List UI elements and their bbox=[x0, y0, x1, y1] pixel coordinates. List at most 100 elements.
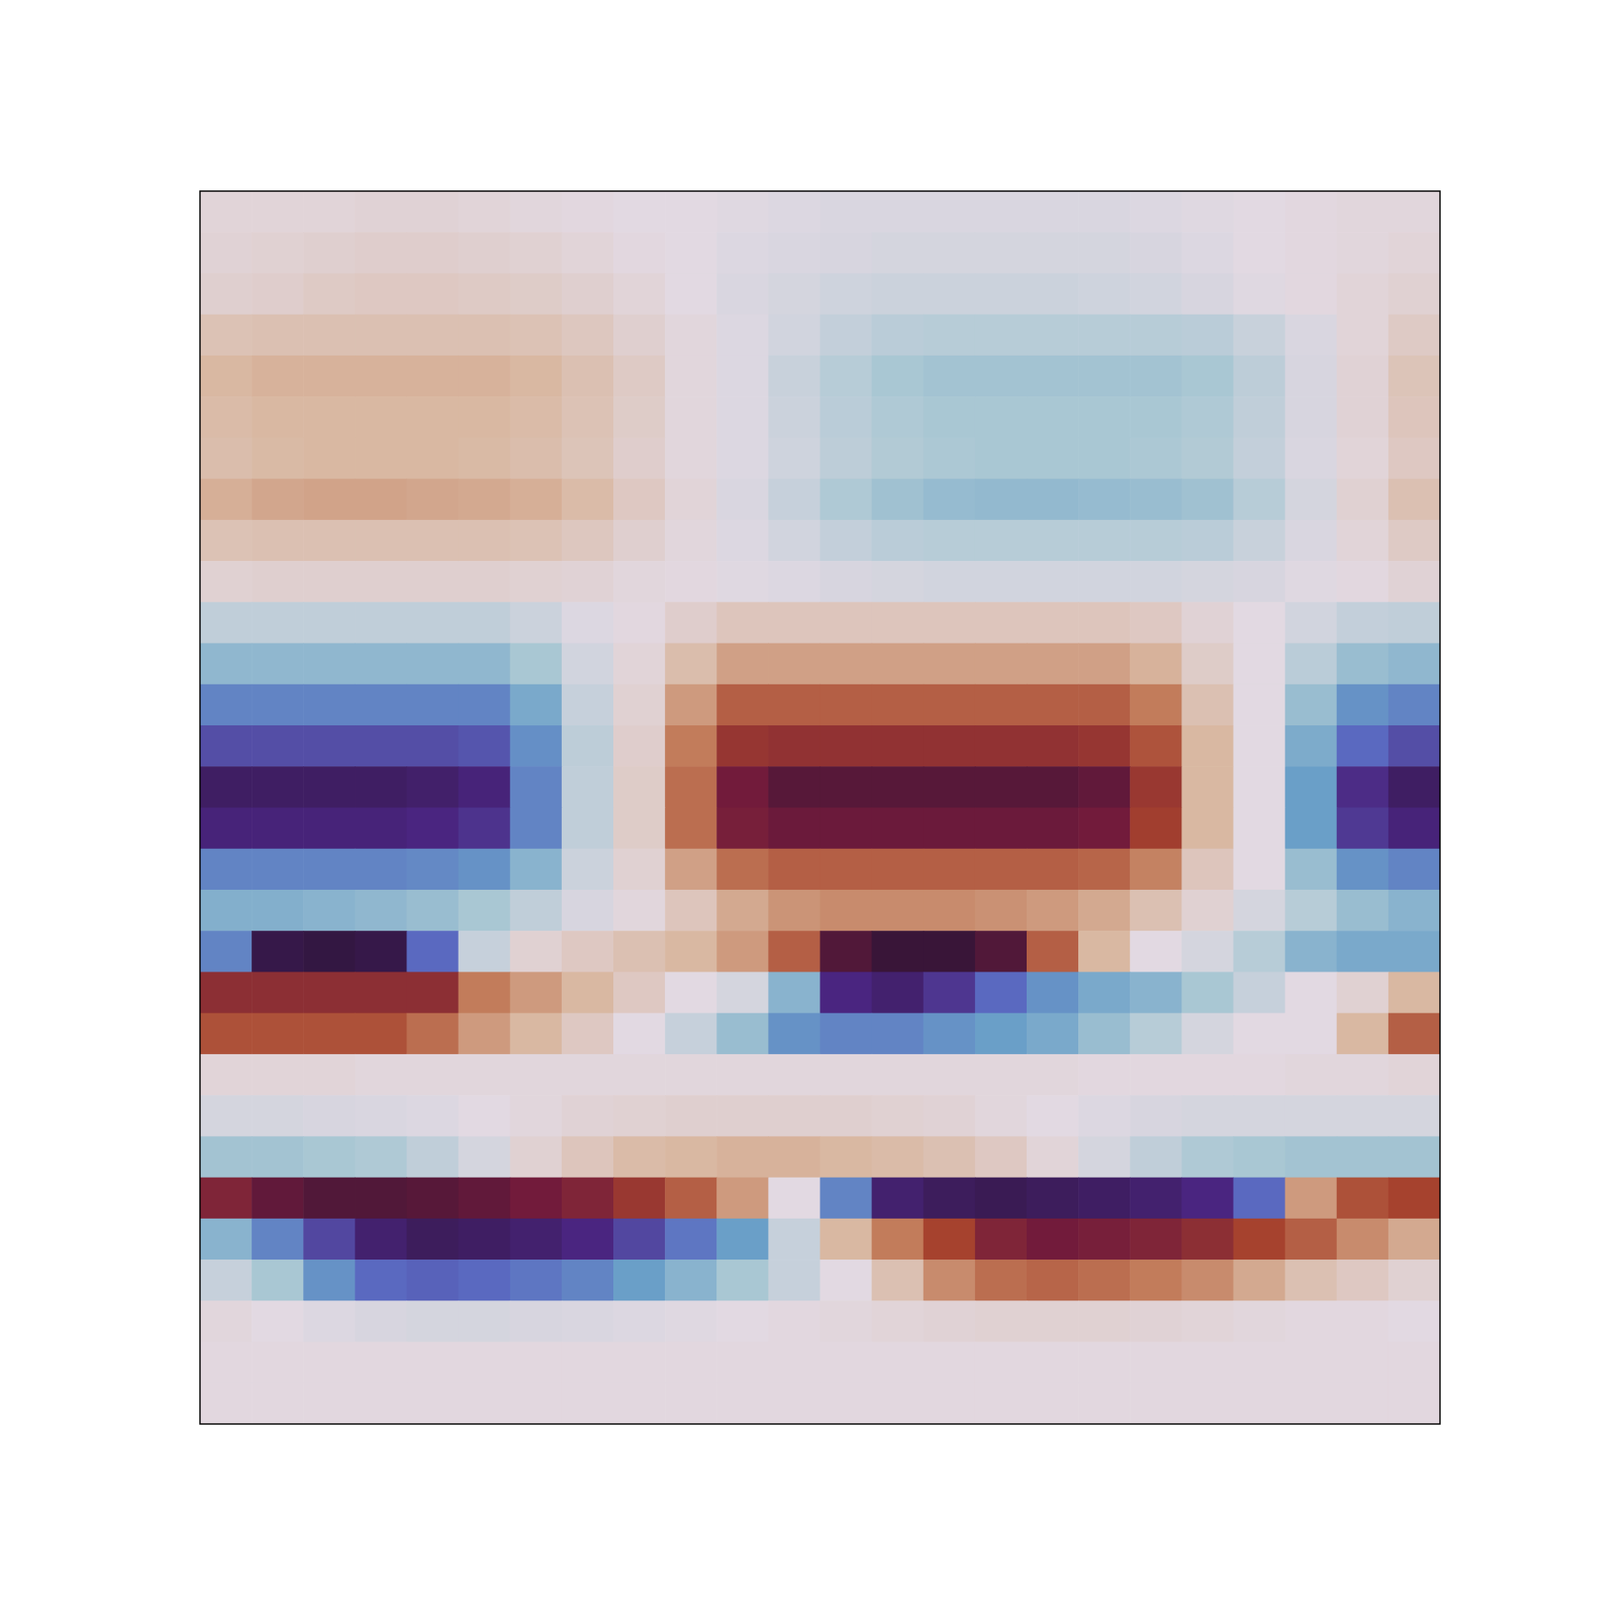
heatmap-cell bbox=[1285, 643, 1338, 686]
heatmap-cell bbox=[1181, 1136, 1234, 1178]
heatmap-cell bbox=[820, 232, 873, 274]
heatmap-cell bbox=[613, 355, 666, 398]
heatmap-cell bbox=[1181, 1259, 1234, 1302]
heatmap-cell bbox=[1078, 191, 1131, 233]
heatmap-cell bbox=[872, 725, 925, 768]
heatmap-cell bbox=[561, 1013, 615, 1056]
heatmap-cell bbox=[820, 1095, 873, 1137]
heatmap-cell bbox=[1129, 1095, 1183, 1137]
heatmap-cell bbox=[354, 725, 408, 768]
heatmap-cell bbox=[1078, 643, 1131, 686]
heatmap-cell bbox=[407, 1383, 460, 1424]
heatmap-cell bbox=[1129, 437, 1183, 480]
heatmap-cell bbox=[923, 272, 976, 315]
heatmap-cell bbox=[200, 971, 253, 1014]
heatmap-cell bbox=[1388, 479, 1440, 521]
heatmap-cell bbox=[716, 971, 769, 1014]
heatmap-cell bbox=[251, 314, 304, 357]
heatmap-cell bbox=[458, 232, 512, 274]
heatmap-cell bbox=[768, 601, 821, 644]
heatmap-cell bbox=[251, 971, 304, 1014]
heatmap-cell bbox=[303, 437, 356, 480]
heatmap-cell bbox=[1181, 232, 1234, 274]
heatmap-cell bbox=[975, 684, 1028, 727]
heatmap-cell bbox=[1026, 1095, 1080, 1137]
heatmap-cell bbox=[200, 848, 253, 891]
heatmap-cell bbox=[510, 1054, 563, 1096]
heatmap-cell bbox=[561, 560, 615, 603]
heatmap-cell bbox=[923, 1013, 976, 1056]
heatmap-cell bbox=[1336, 930, 1390, 973]
heatmap-cell bbox=[1078, 1383, 1131, 1424]
heatmap-cell bbox=[303, 971, 356, 1014]
heatmap-cell bbox=[303, 766, 356, 808]
heatmap-cell bbox=[1233, 272, 1287, 315]
heatmap-cell bbox=[1285, 971, 1338, 1014]
heatmap-cell bbox=[1129, 520, 1183, 562]
heatmap-cell bbox=[923, 1259, 976, 1302]
heatmap-cell bbox=[872, 1218, 925, 1261]
heatmap-cell bbox=[1181, 684, 1234, 727]
heatmap-cell bbox=[1336, 1136, 1390, 1178]
heatmap-cell bbox=[407, 1095, 460, 1137]
heatmap-cell bbox=[354, 1177, 408, 1220]
heatmap-cell bbox=[664, 601, 718, 644]
heatmap-cell bbox=[510, 971, 563, 1014]
heatmap-cell bbox=[1388, 437, 1440, 480]
heatmap-cell bbox=[1233, 479, 1287, 521]
heatmap-cell bbox=[768, 1342, 821, 1384]
heatmap-cell bbox=[354, 1342, 408, 1384]
heatmap-cell bbox=[407, 1054, 460, 1096]
heatmap-cell bbox=[923, 396, 976, 439]
heatmap-cell bbox=[251, 684, 304, 727]
heatmap-cell bbox=[872, 971, 925, 1014]
heatmap-cell bbox=[1336, 971, 1390, 1014]
heatmap-cell bbox=[613, 1013, 666, 1056]
heatmap-cell bbox=[251, 1218, 304, 1261]
heatmap-cell bbox=[664, 1177, 718, 1220]
heatmap-cell bbox=[1078, 479, 1131, 521]
heatmap-cell bbox=[251, 191, 304, 233]
heatmap-cell bbox=[975, 1300, 1028, 1343]
heatmap-cell bbox=[1026, 355, 1080, 398]
heatmap-cell bbox=[458, 1342, 512, 1384]
heatmap-cell bbox=[561, 889, 615, 932]
heatmap-cell bbox=[407, 355, 460, 398]
heatmap-cell bbox=[1233, 437, 1287, 480]
heatmap-cell bbox=[613, 232, 666, 274]
heatmap-cell bbox=[1078, 848, 1131, 891]
heatmap-cell bbox=[458, 1259, 512, 1302]
heatmap-cell bbox=[407, 479, 460, 521]
heatmap-cell bbox=[1129, 684, 1183, 727]
heatmap-cell bbox=[303, 725, 356, 768]
heatmap-cell bbox=[303, 1383, 356, 1424]
heatmap-cell bbox=[458, 520, 512, 562]
heatmap-cell bbox=[1285, 1259, 1338, 1302]
heatmap-cell bbox=[251, 396, 304, 439]
heatmap-cell bbox=[1078, 1054, 1131, 1096]
heatmap-cell bbox=[1181, 520, 1234, 562]
heatmap-cell bbox=[1181, 314, 1234, 357]
heatmap-cell bbox=[303, 808, 356, 850]
heatmap-cell bbox=[561, 355, 615, 398]
heatmap-cell bbox=[872, 437, 925, 480]
heatmap-cell bbox=[613, 1342, 666, 1384]
heatmap-cell bbox=[664, 560, 718, 603]
heatmap-cell bbox=[1026, 971, 1080, 1014]
heatmap-cell bbox=[1078, 1300, 1131, 1343]
heatmap-cell bbox=[510, 272, 563, 315]
heatmap-cell bbox=[200, 1013, 253, 1056]
heatmap-cell bbox=[354, 1300, 408, 1343]
heatmap-cell bbox=[1026, 191, 1080, 233]
heatmap-cell bbox=[923, 1095, 976, 1137]
heatmap-cell bbox=[510, 1136, 563, 1178]
heatmap-cell bbox=[1078, 396, 1131, 439]
heatmap-cell bbox=[354, 560, 408, 603]
heatmap-cell bbox=[407, 437, 460, 480]
heatmap-cell bbox=[1285, 560, 1338, 603]
heatmap-cell bbox=[1078, 766, 1131, 808]
heatmap-cell bbox=[354, 971, 408, 1014]
heatmap-cell bbox=[1233, 601, 1287, 644]
heatmap-cell bbox=[872, 643, 925, 686]
heatmap-cell bbox=[407, 930, 460, 973]
